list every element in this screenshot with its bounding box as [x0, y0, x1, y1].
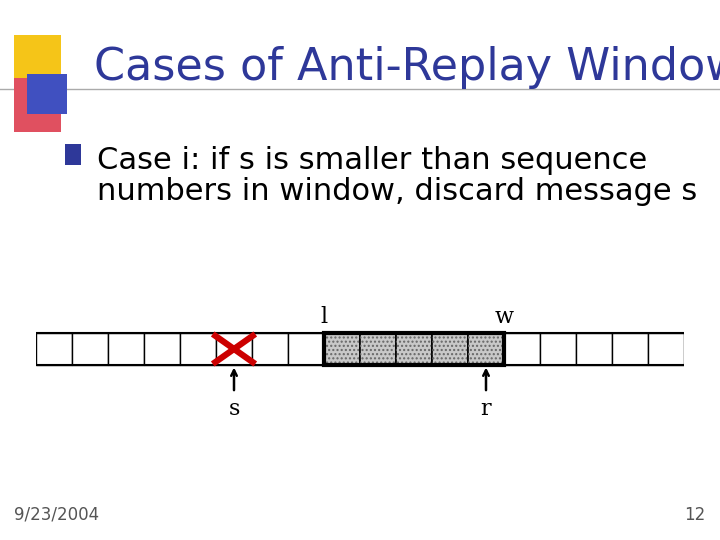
Text: w: w — [495, 306, 513, 328]
Text: Cases of Anti-Replay Window: Cases of Anti-Replay Window — [94, 46, 720, 89]
Bar — [360, 333, 396, 365]
Bar — [540, 333, 576, 365]
Bar — [468, 333, 504, 365]
Bar — [324, 333, 360, 365]
Text: s: s — [228, 397, 240, 420]
Text: 12: 12 — [684, 506, 706, 524]
Bar — [432, 333, 468, 365]
Bar — [108, 333, 144, 365]
Bar — [612, 333, 648, 365]
Bar — [252, 333, 288, 365]
Bar — [72, 333, 108, 365]
Bar — [360, 333, 396, 365]
Bar — [324, 333, 360, 365]
Bar — [468, 333, 504, 365]
Bar — [396, 333, 432, 365]
Bar — [432, 333, 468, 365]
Bar — [396, 333, 432, 365]
Bar — [36, 333, 72, 365]
Bar — [27, 74, 67, 114]
Text: Case i: if s is smaller than sequence: Case i: if s is smaller than sequence — [97, 146, 647, 175]
Bar — [144, 333, 180, 365]
Bar — [576, 333, 612, 365]
Bar — [504, 333, 540, 365]
Bar — [180, 333, 216, 365]
Text: numbers in window, discard message s: numbers in window, discard message s — [97, 177, 698, 206]
Bar — [14, 78, 61, 132]
Text: l: l — [320, 306, 328, 328]
Bar — [288, 333, 324, 365]
Bar — [65, 144, 81, 165]
Text: 9/23/2004: 9/23/2004 — [14, 506, 99, 524]
Bar — [324, 333, 504, 365]
Text: r: r — [481, 397, 491, 420]
Bar — [14, 35, 61, 89]
Bar — [648, 333, 684, 365]
Bar — [216, 333, 252, 365]
